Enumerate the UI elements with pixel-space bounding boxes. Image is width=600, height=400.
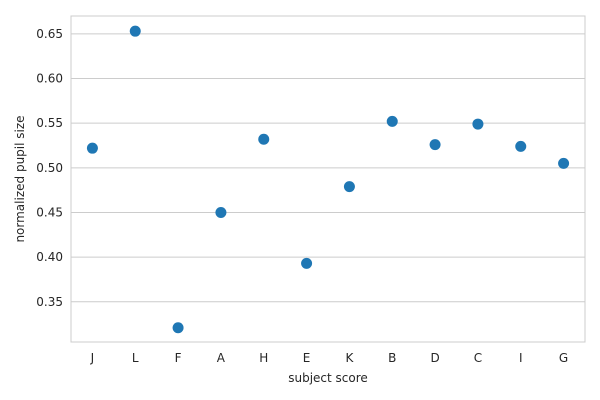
data-point-b: [386, 115, 398, 127]
data-point-j: [86, 142, 98, 154]
y-tick-label: 0.45: [36, 205, 63, 219]
data-point-c: [472, 118, 484, 130]
x-tick-label: F: [175, 351, 182, 365]
x-tick-label: E: [303, 351, 311, 365]
x-tick-label: G: [559, 351, 568, 365]
y-axis-label: normalized pupil size: [13, 115, 27, 242]
y-tick-label: 0.40: [36, 250, 63, 264]
x-tick-label: K: [345, 351, 354, 365]
x-tick-label: B: [388, 351, 396, 365]
data-point-h: [258, 133, 270, 145]
y-grid: [71, 33, 585, 303]
x-tick-label: I: [519, 351, 523, 365]
y-tick-label: 0.65: [36, 27, 63, 41]
x-tick-label: L: [132, 351, 139, 365]
data-point-e: [301, 257, 313, 269]
plot-frame: [70, 15, 586, 343]
data-point-g: [558, 157, 570, 169]
y-tick-label: 0.35: [36, 295, 63, 309]
y-tick-label: 0.55: [36, 116, 63, 130]
data-point-l: [129, 25, 141, 37]
x-tick-label: H: [259, 351, 268, 365]
x-axis-label: subject score: [288, 371, 368, 385]
x-tick-label: J: [90, 351, 95, 365]
y-tick-labels: 0.35 0.40 0.45 0.50 0.55 0.60 0.65: [36, 27, 63, 309]
data-point-i: [515, 140, 527, 152]
data-point-f: [172, 322, 184, 334]
x-tick-label: C: [474, 351, 482, 365]
y-tick-label: 0.60: [36, 72, 63, 86]
y-tick-label: 0.50: [36, 161, 63, 175]
data-points: [86, 25, 570, 334]
data-point-d: [429, 139, 441, 151]
data-point-a: [215, 206, 227, 218]
data-point-k: [343, 181, 355, 193]
x-tick-label: D: [430, 351, 439, 365]
x-tick-label: A: [217, 351, 226, 365]
